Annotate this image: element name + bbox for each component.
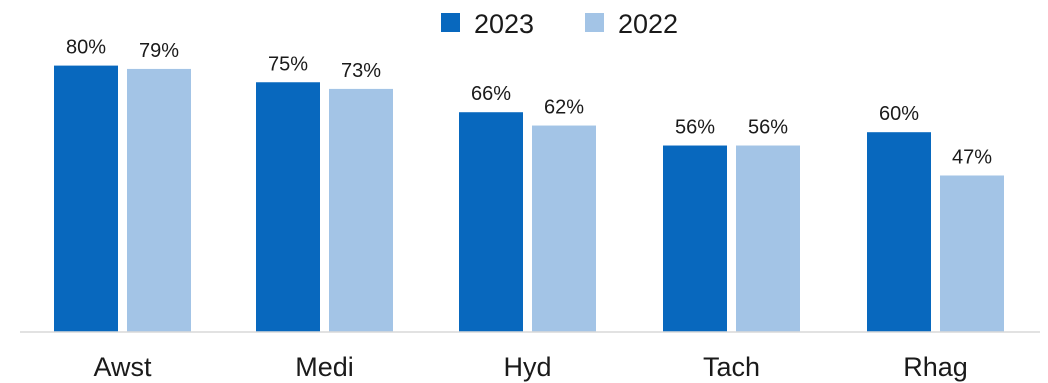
legend-label-2022: 2022	[618, 9, 678, 39]
bar-2022-tach	[736, 145, 800, 332]
data-label-2022-medi: 73%	[341, 60, 381, 82]
legend-label-2023: 2023	[474, 9, 534, 39]
data-label-2022-awst: 79%	[139, 40, 179, 62]
bar-2022-hyd	[532, 125, 596, 332]
category-label-rhag: Rhag	[903, 352, 968, 382]
category-label-awst: Awst	[93, 352, 152, 382]
bar-2023-awst	[54, 65, 118, 332]
bar-2023-tach	[663, 145, 727, 332]
bar-2023-rhag	[867, 132, 931, 332]
category-label-medi: Medi	[295, 352, 354, 382]
data-label-2023-rhag: 60%	[879, 103, 919, 125]
data-label-2022-tach: 56%	[748, 117, 788, 139]
legend-swatch-2023	[441, 13, 460, 32]
data-label-2023-awst: 80%	[66, 37, 106, 59]
bar-2022-rhag	[940, 175, 1004, 332]
category-label-tach: Tach	[703, 352, 760, 382]
category-label-hyd: Hyd	[503, 352, 551, 382]
data-label-2023-medi: 75%	[268, 53, 308, 75]
bar-2022-medi	[329, 88, 393, 332]
data-label-2023-hyd: 66%	[471, 83, 511, 105]
data-label-2022-rhag: 47%	[952, 146, 992, 168]
category-labels: Awst Medi Hyd Tach Rhag	[93, 352, 967, 382]
legend: 2023 2022	[441, 9, 678, 39]
bars: 80% 79% 75% 73% 66% 62% 56% 56% 60% 47%	[54, 37, 1004, 333]
data-label-2023-tach: 56%	[675, 117, 715, 139]
bar-2023-medi	[256, 82, 320, 332]
bar-2022-awst	[127, 68, 191, 333]
data-label-2022-hyd: 62%	[544, 97, 584, 119]
bar-2023-hyd	[459, 112, 523, 332]
legend-swatch-2022	[585, 13, 604, 32]
